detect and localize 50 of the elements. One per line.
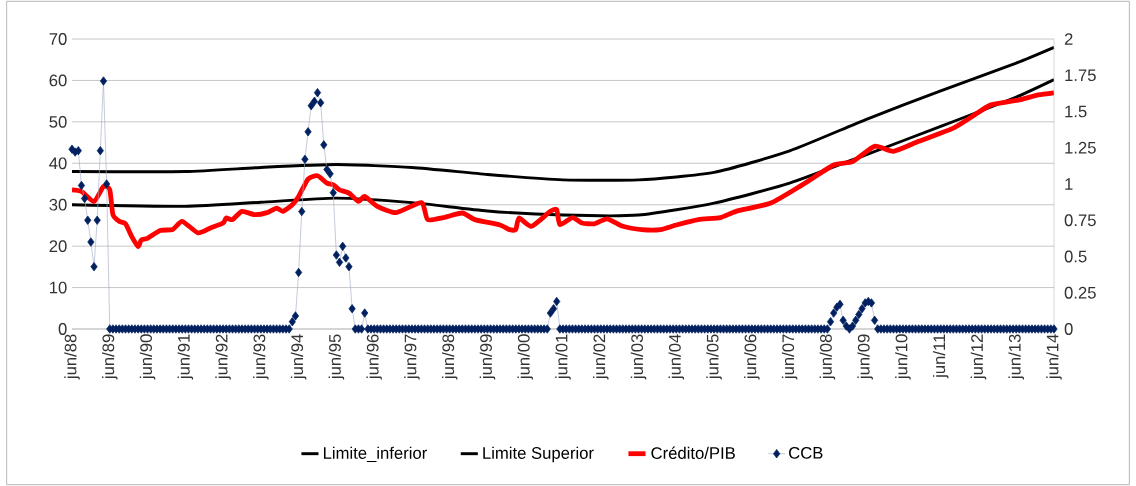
- x-tick-label: jun/04: [668, 334, 685, 380]
- y2-tick-label: 1.5: [1065, 105, 1087, 118]
- y-tick-label: 20: [49, 240, 67, 253]
- x-tick-label: jun/98: [441, 334, 458, 380]
- x-tick-label: jun/89: [101, 334, 118, 380]
- y-tick-label: 0: [58, 323, 67, 335]
- y2-tick-label: 2: [1064, 33, 1073, 45]
- y2-tick-label: 1.25: [1065, 141, 1096, 154]
- y-tick-label: 10: [50, 281, 67, 294]
- x-tick-label: jun/91: [177, 334, 194, 380]
- x-tick-label: jun/01: [555, 334, 571, 380]
- y-tick-label: 50: [49, 115, 67, 128]
- x-tick-label: jun/14: [1046, 334, 1062, 380]
- x-tick-label: jun/07: [781, 334, 798, 380]
- x-tick-label: jun/09: [857, 334, 873, 380]
- x-tick-label: jun/95: [328, 334, 345, 380]
- x-tick-label: jun/92: [215, 334, 231, 380]
- y2-tick-label: 0.5: [1064, 250, 1087, 263]
- x-tick-label: jun/03: [630, 334, 647, 380]
- x-tick-label: jun/00: [517, 334, 533, 380]
- y-tick-label: 70: [49, 33, 67, 45]
- x-tick-label: jun/05: [706, 334, 722, 380]
- y-tick-label: 40: [49, 157, 67, 170]
- x-tick-label: jun/90: [139, 334, 156, 380]
- x-tick-label: jun/06: [744, 334, 760, 380]
- legend-label: Crédito/PIB: [651, 446, 735, 459]
- x-tick-label: jun/97: [404, 334, 420, 380]
- y2-tick-label: 1: [1065, 178, 1073, 190]
- y2-tick-label: 0: [1064, 323, 1073, 335]
- x-tick-label: jun/96: [366, 334, 382, 380]
- line-series: [72, 45, 1055, 182]
- x-tick-label: jun/13: [1008, 334, 1024, 380]
- x-tick-label: jun/10: [895, 334, 911, 380]
- x-tick-label: jun/99: [479, 334, 496, 380]
- legend-label: Limite_inferior: [323, 446, 427, 463]
- y2-tick-label: 0.75: [1064, 214, 1096, 227]
- x-tick-label: jun/93: [253, 334, 269, 380]
- y-tick-label: 60: [49, 74, 67, 87]
- line-series: [72, 90, 1055, 249]
- x-tick-label: jun/12: [970, 334, 987, 380]
- x-tick-label: jun/94: [290, 334, 307, 380]
- legend-label: Limite Superior: [483, 446, 594, 463]
- x-tick-label: jun/02: [593, 334, 609, 380]
- x-tick-label: jun/88: [64, 334, 80, 380]
- x-tick-label: jun/11: [932, 334, 949, 379]
- legend-label: CCB: [789, 446, 823, 459]
- y2-tick-label: 0.25: [1064, 286, 1096, 299]
- x-tick-label: jun/08: [819, 334, 836, 380]
- y2-tick-label: 1.75: [1065, 69, 1096, 82]
- y-tick-label: 30: [49, 198, 67, 211]
